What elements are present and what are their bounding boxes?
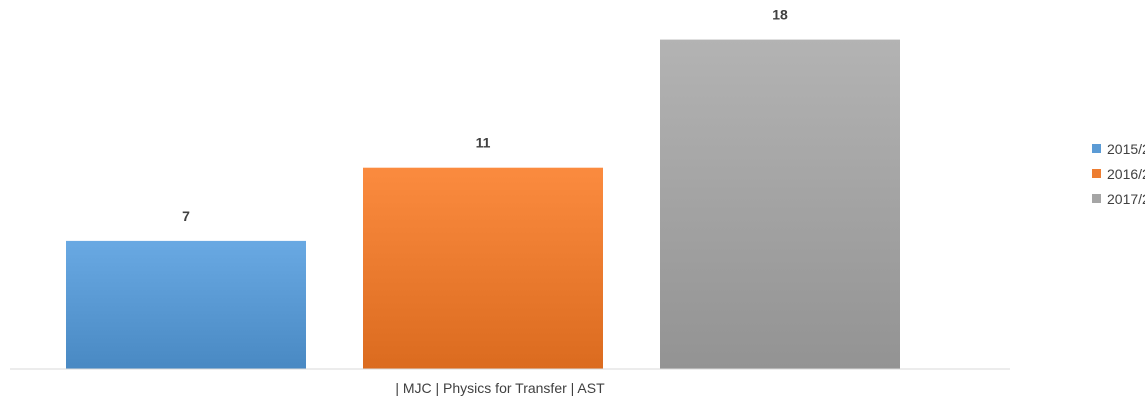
legend: 2015/2016 2016/2017 2017/2018	[1092, 136, 1145, 211]
bar-2016-2017	[363, 167, 603, 369]
legend-swatch	[1092, 144, 1101, 153]
bar-2015-2016	[66, 240, 306, 369]
bar-2017-2018	[660, 39, 900, 369]
legend-item-2015-2016: 2015/2016	[1092, 136, 1145, 161]
legend-label: 2015/2016	[1107, 140, 1145, 157]
legend-item-2017-2018: 2017/2018	[1092, 186, 1145, 211]
legend-swatch	[1092, 169, 1101, 178]
data-label-2016-2017: 11	[476, 135, 491, 151]
data-label-2015-2016: 7	[182, 208, 190, 224]
bars-layer	[66, 39, 900, 369]
legend-label: 2016/2017	[1107, 165, 1145, 182]
legend-label: 2017/2018	[1107, 190, 1145, 207]
data-label-2017-2018: 18	[772, 7, 788, 23]
data-labels-layer: 7 11 18	[182, 7, 788, 224]
legend-item-2016-2017: 2016/2017	[1092, 161, 1145, 186]
legend-swatch	[1092, 194, 1101, 203]
category-label: | MJC | Physics for Transfer | AST	[395, 380, 605, 396]
